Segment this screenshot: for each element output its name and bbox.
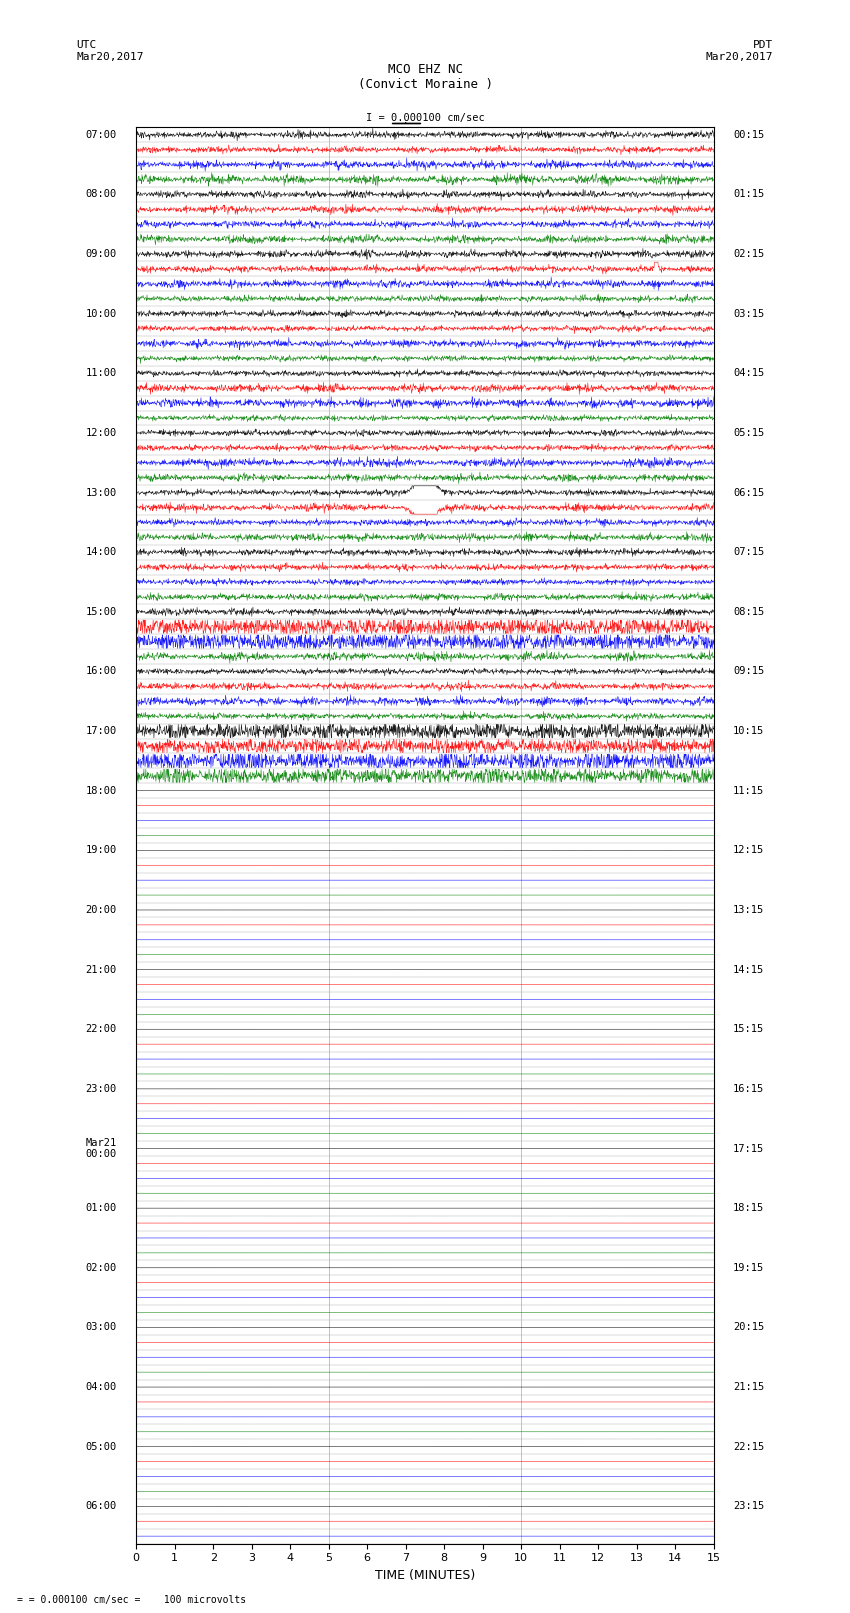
Text: 19:00: 19:00 bbox=[86, 845, 117, 855]
Text: 09:00: 09:00 bbox=[86, 248, 117, 260]
Text: 18:00: 18:00 bbox=[86, 786, 117, 795]
Text: 23:15: 23:15 bbox=[733, 1502, 764, 1511]
Text: 12:15: 12:15 bbox=[733, 845, 764, 855]
Text: 13:00: 13:00 bbox=[86, 487, 117, 497]
Text: 18:15: 18:15 bbox=[733, 1203, 764, 1213]
Text: 15:00: 15:00 bbox=[86, 606, 117, 616]
Text: 16:00: 16:00 bbox=[86, 666, 117, 676]
Text: 20:15: 20:15 bbox=[733, 1323, 764, 1332]
Text: 10:00: 10:00 bbox=[86, 308, 117, 319]
Text: 03:00: 03:00 bbox=[86, 1323, 117, 1332]
Text: UTC
Mar20,2017: UTC Mar20,2017 bbox=[76, 40, 144, 61]
Text: 16:15: 16:15 bbox=[733, 1084, 764, 1094]
Text: 02:15: 02:15 bbox=[733, 248, 764, 260]
Text: 13:15: 13:15 bbox=[733, 905, 764, 915]
Text: 12:00: 12:00 bbox=[86, 427, 117, 437]
Text: 07:15: 07:15 bbox=[733, 547, 764, 556]
Text: 22:00: 22:00 bbox=[86, 1024, 117, 1034]
Text: 06:15: 06:15 bbox=[733, 487, 764, 497]
Text: 07:00: 07:00 bbox=[86, 129, 117, 140]
Text: 08:15: 08:15 bbox=[733, 606, 764, 616]
Text: 11:15: 11:15 bbox=[733, 786, 764, 795]
Text: 08:00: 08:00 bbox=[86, 189, 117, 200]
Text: 05:00: 05:00 bbox=[86, 1442, 117, 1452]
Text: 19:15: 19:15 bbox=[733, 1263, 764, 1273]
Text: 21:00: 21:00 bbox=[86, 965, 117, 974]
Text: 17:00: 17:00 bbox=[86, 726, 117, 736]
Text: 00:15: 00:15 bbox=[733, 129, 764, 140]
Text: 14:00: 14:00 bbox=[86, 547, 117, 556]
Text: 02:00: 02:00 bbox=[86, 1263, 117, 1273]
X-axis label: TIME (MINUTES): TIME (MINUTES) bbox=[375, 1569, 475, 1582]
Text: 03:15: 03:15 bbox=[733, 308, 764, 319]
Text: 01:00: 01:00 bbox=[86, 1203, 117, 1213]
Text: 04:00: 04:00 bbox=[86, 1382, 117, 1392]
Text: 06:00: 06:00 bbox=[86, 1502, 117, 1511]
Text: 21:15: 21:15 bbox=[733, 1382, 764, 1392]
Text: 22:15: 22:15 bbox=[733, 1442, 764, 1452]
Text: Mar21
00:00: Mar21 00:00 bbox=[86, 1137, 117, 1160]
Text: 01:15: 01:15 bbox=[733, 189, 764, 200]
Text: 11:00: 11:00 bbox=[86, 368, 117, 379]
Text: 17:15: 17:15 bbox=[733, 1144, 764, 1153]
Text: = = 0.000100 cm/sec =    100 microvolts: = = 0.000100 cm/sec = 100 microvolts bbox=[17, 1595, 246, 1605]
Text: 04:15: 04:15 bbox=[733, 368, 764, 379]
Text: 09:15: 09:15 bbox=[733, 666, 764, 676]
Text: PDT
Mar20,2017: PDT Mar20,2017 bbox=[706, 40, 774, 61]
Text: I = 0.000100 cm/sec: I = 0.000100 cm/sec bbox=[366, 113, 484, 123]
Text: 05:15: 05:15 bbox=[733, 427, 764, 437]
Text: 15:15: 15:15 bbox=[733, 1024, 764, 1034]
Text: 14:15: 14:15 bbox=[733, 965, 764, 974]
Text: 20:00: 20:00 bbox=[86, 905, 117, 915]
Title: MCO EHZ NC
(Convict Moraine ): MCO EHZ NC (Convict Moraine ) bbox=[358, 63, 492, 92]
Text: 10:15: 10:15 bbox=[733, 726, 764, 736]
Text: 23:00: 23:00 bbox=[86, 1084, 117, 1094]
